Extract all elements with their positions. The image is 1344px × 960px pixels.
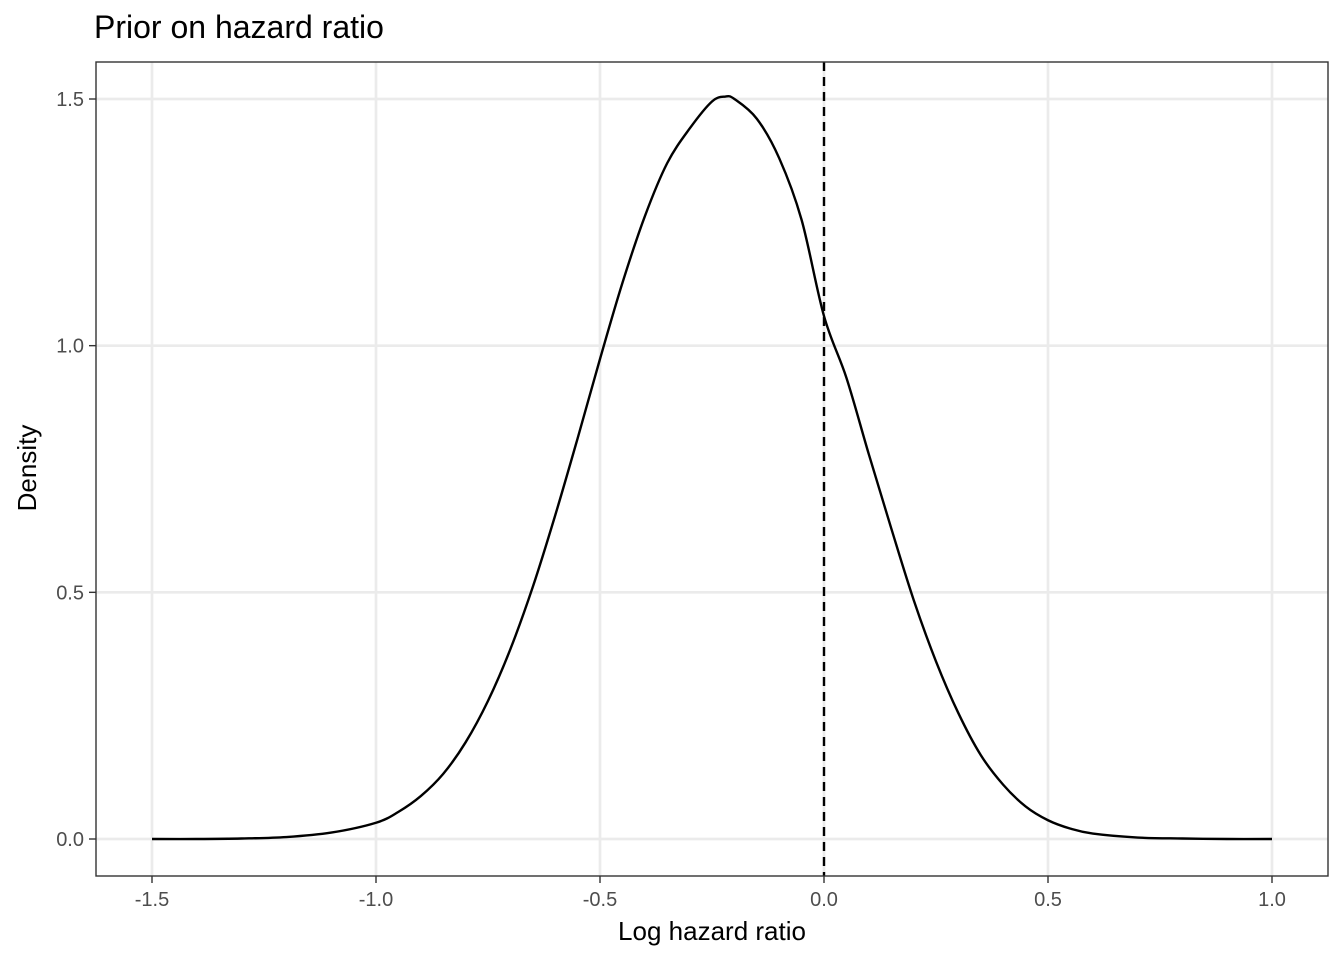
chart-title: Prior on hazard ratio	[94, 9, 384, 45]
y-tick-label-0: 0.0	[56, 829, 84, 851]
grid-lines	[96, 62, 1328, 876]
y-axis: 0.0 0.5 1.0 1.5	[56, 89, 96, 851]
x-axis-title: Log hazard ratio	[618, 916, 806, 946]
x-tick-label-1: -1.0	[359, 889, 393, 911]
x-tick-label-5: 1.0	[1258, 889, 1286, 911]
density-curve	[151, 94, 1273, 841]
y-tick-label-1: 0.5	[56, 582, 84, 604]
x-tick-label-3: 0.0	[810, 889, 838, 911]
x-tick-label-4: 0.5	[1034, 889, 1062, 911]
x-tick-label-2: -0.5	[583, 889, 617, 911]
plot-panel-border	[95, 61, 1329, 877]
x-axis: -1.5 -1.0 -0.5 0.0 0.5 1.0	[135, 876, 1286, 911]
x-tick-label-0: -1.5	[135, 889, 169, 911]
y-tick-label-2: 1.0	[56, 336, 84, 358]
density-series	[151, 94, 1273, 841]
y-tick-label-3: 1.5	[56, 89, 84, 111]
y-axis-title: Density	[12, 425, 42, 512]
